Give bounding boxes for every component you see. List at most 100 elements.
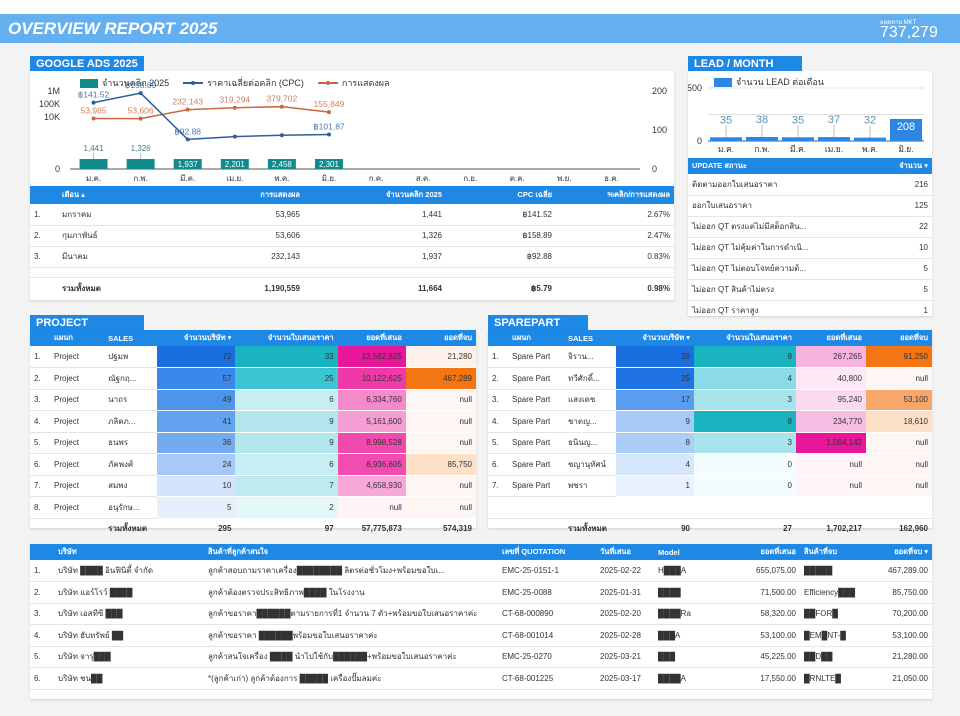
project-panel: แผนก SALES จำนวนบริษัท ▾ จำนวนใบเสนอราคา ยอด… (30, 330, 476, 533)
status-row: ติดตามออกใบเสนอราคา 216 (688, 174, 932, 196)
kpi-value: 737,279 (880, 24, 938, 41)
col-month[interactable]: เดือน ▴ (58, 186, 188, 204)
status-row: ไม่ออก QT สินค้าไม่ตรง 5 (688, 279, 932, 301)
sales-row: 7. Spare Part พชรา 1 0 null null (488, 475, 932, 497)
quotes-cell: 4 (694, 367, 796, 390)
offered-cell: 40,800 (796, 367, 866, 390)
empty-cell (508, 496, 564, 519)
closed-cell: null (405, 410, 476, 433)
row-index: 1. (30, 560, 54, 582)
offered-cell: 71,500.00 (732, 581, 800, 604)
row-index: 7. (488, 475, 508, 497)
report-header: OVERVIEW REPORT 2025 ยอดขาย MKT 737,279 (0, 14, 960, 43)
legend-impressions-swatch (317, 81, 338, 85)
col-header[interactable]: จำนวนใบเสนอราคา (694, 330, 796, 346)
sales-name-cell: ทวีศักดิ์... (564, 367, 616, 390)
impressions-point (279, 104, 284, 109)
closed-cell: 18,610 (866, 410, 932, 433)
col-cpc[interactable]: CPC เฉลี่ย (446, 186, 556, 204)
empty-cell (556, 267, 674, 278)
quotation-cell: EMC-25-0088 (498, 581, 596, 604)
row-index: 4. (30, 410, 51, 433)
col-header[interactable]: SALES (564, 330, 616, 346)
empty-cell (796, 496, 866, 519)
lead-bar-label: 32 (864, 115, 876, 127)
interest-cell: *(ลูกค้าเก่า) ลูกค้าต้องการ █████ เครื่อ… (204, 667, 498, 690)
col-impressions[interactable]: การแสดงผล (188, 186, 304, 204)
deals-table: บริษัท สินค้าที่ลูกค้าสนใจ เลขที่ QUOTATIO… (30, 544, 932, 690)
row-index: 7. (30, 475, 51, 497)
col-clicks[interactable]: จำนวนคลิก 2025 (304, 186, 446, 204)
col-header[interactable]: เลขที่ QUOTATION (498, 544, 596, 560)
status-row: ไม่ออก QT ราคาสูง 1 (688, 300, 932, 316)
quotation-cell: CT-68-001225 (498, 667, 596, 690)
count-cell: 216 (876, 174, 932, 196)
col-header[interactable]: บริษัท (54, 544, 204, 560)
clicks-bar-label: 1,937 (178, 160, 199, 169)
clicks-bar (173, 159, 202, 169)
offered-cell: null (337, 496, 406, 519)
col-header[interactable]: แผนก (508, 330, 564, 346)
col-header[interactable]: วันที่เสนอ (596, 544, 654, 560)
sales-name-cell: ธนินญ... (564, 432, 616, 454)
sales-row: 8. Project อนุรักษ... 5 2 null null (30, 496, 476, 519)
cpc-cell: ฿158.89 (446, 225, 556, 247)
x-axis-tick: ต.ค. (510, 174, 525, 183)
google-ads-title: GOOGLE ADS 2025 (30, 56, 144, 71)
x-axis-tick: มิ.ย. (322, 174, 336, 183)
row-index: 6. (488, 453, 508, 476)
offered-cell: 1,064,142 (796, 432, 866, 454)
col-header[interactable]: ยอดที่เสนอ (796, 330, 866, 346)
col-header[interactable]: ยอดที่เสนอ (337, 330, 406, 346)
impressions-point (185, 107, 190, 112)
col-header[interactable]: Model (654, 544, 732, 560)
count-cell: 125 (876, 195, 932, 217)
col-header[interactable]: จำนวนบริษัท ▾ (157, 330, 236, 346)
sales-row: 5. Spare Part ธนินญ... 8 3 1,064,142 null (488, 432, 932, 454)
col-header[interactable]: ยอดที่จบ (405, 330, 476, 346)
lead-bar (890, 118, 922, 141)
col-header[interactable]: จำนวนใบเสนอราคา (235, 330, 338, 346)
sales-row: 1. Project ปฐมพ 72 33 13,562,825 21,280 (30, 346, 476, 368)
col-ctr[interactable]: %คลิก/การแสดงผล (556, 186, 674, 204)
col-header[interactable]: จำนวนบริษัท ▾ (616, 330, 694, 346)
col-count[interactable]: จำนวน ▾ (876, 158, 932, 174)
x-axis-tick: ธ.ค. (604, 174, 619, 183)
cpc-line (93, 92, 329, 141)
offered-cell: 45,225.00 (732, 646, 800, 668)
status-cell: ไม่ออก QT ไม่ตอบโจทย์ความต้... (688, 258, 877, 280)
lead-x-tick: มี.ค. (790, 144, 806, 154)
col-status[interactable]: UPDATE สถานะ (688, 158, 877, 174)
empty-cell (694, 496, 796, 519)
clicks-bar-label: 2,201 (225, 160, 246, 169)
col-header[interactable]: ยอดที่เสนอ (732, 544, 800, 560)
col-header[interactable]: สินค้าที่ลูกค้าสนใจ (204, 544, 498, 560)
model-cell: ████Ra (654, 603, 732, 625)
closed-cell: null (866, 453, 932, 476)
row-index: 2. (30, 367, 51, 390)
status-cell: ออกใบเสนอราคา (688, 195, 877, 217)
dept-cell: Project (50, 346, 105, 368)
sales-row: 4. Spare Part ชาตญ... 9 8 234,770 18,610 (488, 410, 932, 433)
col-header[interactable]: แผนก (50, 330, 105, 346)
col-header[interactable]: สินค้าที่จบ (800, 544, 864, 560)
deal-row: 6. บริษัท ชน██ *(ลูกค้าเก่า) ลูกค้าต้องการ… (30, 667, 932, 690)
impressions-point (232, 105, 237, 110)
col-header[interactable]: ยอดที่จบ ▾ (864, 544, 932, 560)
lead-bar-label: 35 (792, 114, 804, 126)
dept-cell: Spare Part (508, 475, 564, 497)
total-cpc: ฿5.79 (530, 283, 552, 293)
closed-cell: null (405, 389, 476, 411)
sales-row: 4. Project ภลิตภ... 41 9 5,161,600 null (30, 410, 476, 433)
col-header[interactable]: ยอดที่จบ (866, 330, 932, 346)
col-header[interactable]: SALES (104, 330, 158, 346)
closed-cell: null (405, 432, 476, 454)
empty-cell (446, 267, 556, 278)
spacer-row (488, 496, 932, 519)
model-cell: ███A (654, 624, 732, 647)
empty-cell (508, 519, 564, 539)
status-cell: ติดตามออกใบเสนอราคา (688, 174, 877, 196)
product-cell: Efficiency███ (800, 581, 864, 604)
offered-cell: 10,122,625 (337, 367, 406, 390)
lead-x-tick: มิ.ย. (898, 144, 913, 154)
